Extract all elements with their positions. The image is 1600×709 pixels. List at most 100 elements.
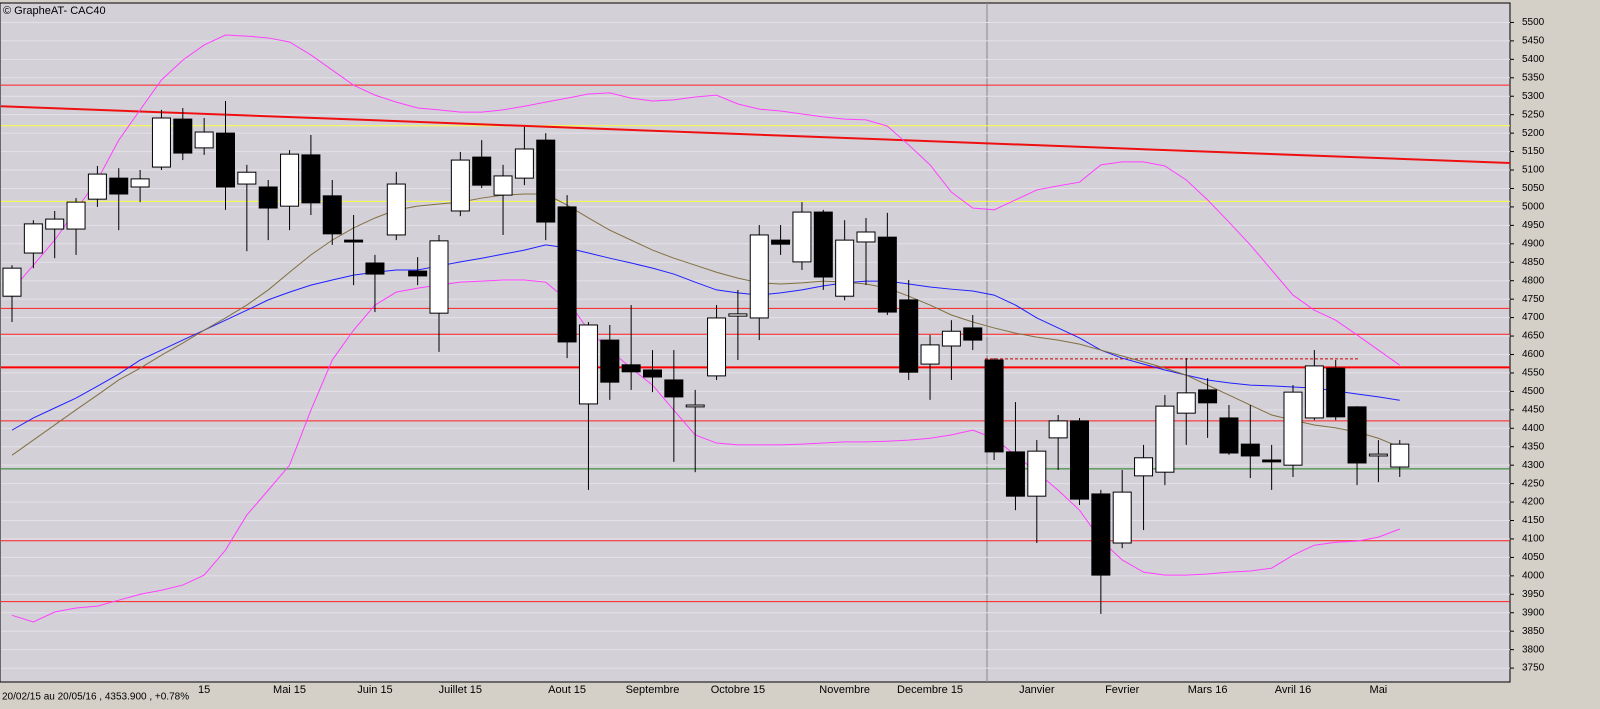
candle-body	[707, 317, 727, 377]
candle-body	[1219, 417, 1239, 454]
x-tick-label: Mars 16	[1188, 684, 1228, 696]
candle-body	[429, 240, 449, 314]
y-tick-label: 4650	[1522, 331, 1545, 342]
y-tick-label: 4400	[1522, 423, 1545, 434]
y-tick-label: 4350	[1522, 441, 1545, 452]
candle-body	[1368, 453, 1388, 457]
candle-body	[493, 175, 513, 196]
x-tick-label: Novembre	[819, 684, 870, 696]
candle-body	[1347, 406, 1367, 464]
footer: 20/02/15 au 20/05/16 , 4353.900 , +0.78%	[2, 692, 189, 703]
candle-body	[749, 234, 769, 319]
candle-body	[1005, 451, 1025, 497]
y-tick-label: 5300	[1522, 91, 1545, 102]
candle-body	[66, 201, 86, 230]
candle-body	[109, 177, 129, 195]
candle-body	[216, 132, 235, 188]
candle-body	[365, 262, 385, 275]
candle-body	[792, 211, 812, 263]
candle-body	[130, 178, 150, 188]
x-tick-label: Mai	[1370, 684, 1388, 696]
candle-body	[963, 327, 983, 341]
y-tick-label: 4450	[1522, 404, 1545, 415]
x-tick-label: Juillet 15	[439, 684, 482, 696]
candle-body	[984, 359, 1004, 453]
y-tick-label: 5050	[1522, 183, 1545, 194]
candle-body	[45, 218, 65, 230]
y-tick-label: 5250	[1522, 109, 1545, 120]
candle-body	[194, 131, 214, 149]
candle-body	[1027, 450, 1047, 497]
y-tick-label: 3900	[1522, 607, 1545, 618]
candle-body	[1176, 392, 1196, 414]
candle-body	[536, 139, 556, 223]
indicator-line	[11, 193, 1400, 456]
indicator-line	[11, 279, 1400, 623]
y-tick-label: 4750	[1522, 294, 1545, 305]
candle-body	[578, 324, 598, 405]
y-tick-label: 5150	[1522, 146, 1545, 157]
candle-body	[87, 173, 107, 200]
y-tick-label: 4900	[1522, 238, 1545, 249]
y-tick-label: 4100	[1522, 534, 1545, 545]
candle-body	[600, 339, 620, 383]
x-tick-label: Septembre	[626, 684, 680, 696]
candle-body	[771, 239, 791, 245]
candle-body	[151, 117, 171, 168]
candle-body	[643, 369, 662, 378]
candle-body	[557, 206, 577, 343]
x-tick-label: Mai 15	[273, 684, 306, 696]
candle-body	[1240, 443, 1260, 457]
candle-body	[280, 153, 300, 207]
y-tick-label: 4800	[1522, 275, 1545, 286]
candle-body	[2, 267, 22, 297]
candle-body	[344, 239, 364, 243]
candle-body	[173, 118, 193, 154]
candle-body	[1155, 405, 1175, 473]
y-tick-label: 5400	[1522, 54, 1545, 65]
x-tick-label: Decembre 15	[897, 684, 963, 696]
y-tick-label: 4050	[1522, 552, 1545, 563]
candle-body	[664, 379, 684, 398]
candle-body	[1326, 367, 1346, 418]
candle-body	[514, 148, 534, 179]
candle-body	[835, 239, 855, 297]
candle-body	[899, 299, 919, 373]
x-tick-label: 15	[198, 684, 210, 696]
y-tick-label: 3850	[1522, 626, 1545, 637]
candle-body	[877, 236, 897, 313]
candle-body	[685, 404, 705, 408]
y-tick-label: 5350	[1522, 72, 1545, 83]
y-tick-label: 4150	[1522, 515, 1545, 526]
plot-area	[0, 2, 1511, 683]
y-tick-label: 4000	[1522, 570, 1545, 581]
y-tick-label: 4850	[1522, 257, 1545, 268]
candle-body	[1091, 493, 1111, 576]
candle-body	[237, 171, 257, 185]
y-tick-label: 4550	[1522, 368, 1545, 379]
y-tick-label: 5500	[1522, 17, 1545, 28]
candle-body	[472, 156, 492, 186]
candle-body	[301, 154, 321, 204]
y-tick-label: 4500	[1522, 386, 1545, 397]
candle-body	[621, 364, 641, 373]
y-tick-label: 3750	[1522, 663, 1545, 674]
indicator-line	[11, 244, 1400, 431]
candle-body	[1283, 391, 1303, 466]
candle-body	[1112, 491, 1132, 544]
x-tick-label: Octobre 15	[711, 684, 765, 696]
trend-line	[0, 105, 1511, 165]
y-tick-label: 4600	[1522, 349, 1545, 360]
candle-body	[1048, 420, 1068, 439]
candle-body	[941, 330, 961, 347]
y-tick-label: 4950	[1522, 220, 1545, 231]
candle-body	[408, 270, 428, 277]
candle-body	[920, 344, 940, 365]
candle-body	[728, 313, 748, 317]
candle-body	[856, 231, 876, 243]
y-tick-label: 5200	[1522, 128, 1545, 139]
candle-body	[1198, 389, 1218, 404]
y-tick-label: 5000	[1522, 202, 1545, 213]
candle-body	[1134, 457, 1154, 477]
y-tick-label: 4250	[1522, 478, 1545, 489]
